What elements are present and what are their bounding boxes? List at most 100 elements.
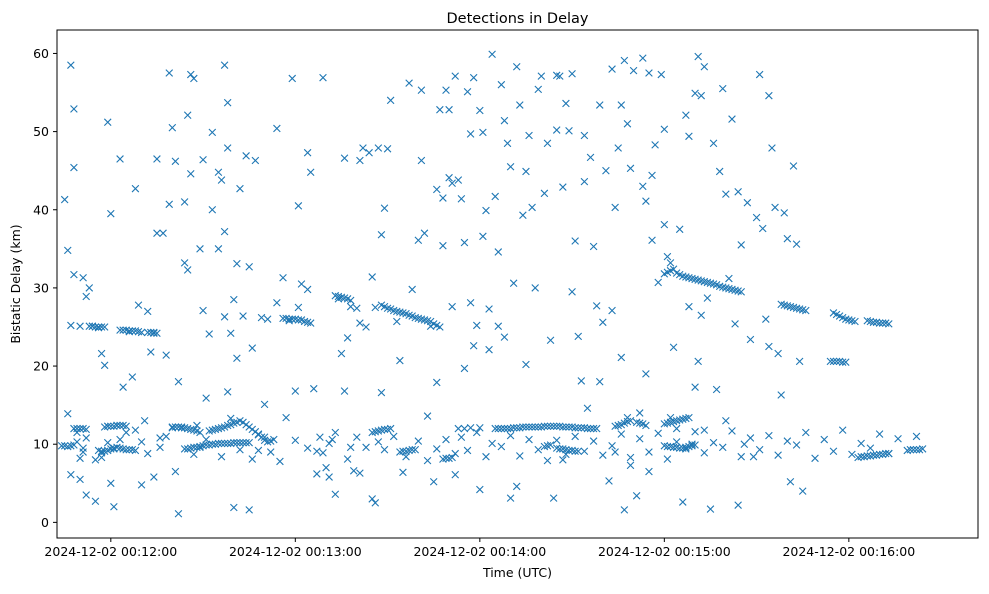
- data-point: [712, 385, 721, 394]
- data-point: [368, 273, 376, 281]
- data-point: [362, 443, 370, 452]
- data-point: [67, 321, 75, 330]
- data-point: [648, 236, 656, 245]
- data-point: [190, 443, 198, 452]
- data-point: [199, 306, 207, 315]
- data-point: [432, 185, 441, 194]
- data-point: [245, 263, 253, 271]
- data-point: [405, 79, 413, 87]
- data-point: [509, 279, 518, 288]
- data-point: [848, 450, 856, 459]
- data-point: [589, 437, 598, 445]
- data-point: [113, 421, 121, 430]
- chart-title: Detections in Delay: [446, 11, 588, 27]
- data-point: [417, 156, 426, 165]
- data-point: [642, 370, 650, 378]
- data-point: [571, 432, 579, 441]
- data-point: [645, 69, 653, 77]
- data-point: [288, 74, 297, 83]
- data-point: [488, 439, 496, 448]
- data-point: [626, 416, 635, 425]
- data-point: [374, 144, 383, 152]
- data-point: [885, 449, 893, 458]
- data-point: [718, 443, 727, 452]
- data-point: [534, 85, 543, 94]
- data-point: [150, 329, 158, 338]
- data-point: [589, 424, 598, 433]
- x-axis-ticks: 2024-12-02 00:12:00 2024-12-02 00:13:00 20…: [44, 538, 915, 559]
- data-point: [306, 319, 315, 327]
- data-point: [70, 441, 78, 449]
- data-point: [694, 52, 702, 61]
- axes-frame: [56, 29, 979, 539]
- y-tick-label: 30: [33, 280, 49, 295]
- data-point: [780, 209, 789, 217]
- data-point: [236, 184, 244, 193]
- data-point: [546, 441, 555, 449]
- x-tick-label: 2024-12-02 00:15:00: [598, 544, 731, 559]
- data-point: [85, 284, 94, 292]
- data-point: [611, 203, 619, 212]
- data-point: [396, 356, 404, 365]
- data-point: [531, 423, 539, 431]
- x-tick-label: 2024-12-02 00:16:00: [782, 544, 915, 559]
- data-point: [76, 475, 84, 484]
- data-point: [140, 416, 149, 425]
- y-tick-label: 0: [41, 515, 49, 530]
- data-point: [863, 452, 872, 460]
- data-point: [491, 192, 499, 201]
- data-point: [620, 56, 629, 65]
- data-point: [568, 288, 576, 296]
- data-point: [230, 295, 238, 304]
- data-point: [516, 101, 524, 109]
- data-point: [63, 246, 72, 255]
- data-point: [522, 423, 530, 431]
- data-point: [857, 452, 865, 461]
- data-point: [340, 387, 349, 395]
- data-point: [174, 509, 183, 518]
- data-point: [642, 197, 650, 205]
- data-point: [476, 424, 484, 432]
- data-point: [737, 452, 746, 461]
- data-point: [73, 424, 81, 433]
- data-point: [672, 438, 681, 446]
- data-point: [171, 423, 180, 431]
- data-point: [574, 424, 583, 432]
- data-point: [875, 430, 884, 438]
- data-point: [220, 227, 229, 236]
- data-point: [774, 349, 782, 358]
- data-point: [519, 211, 527, 220]
- data-point: [469, 341, 478, 350]
- data-point: [632, 492, 641, 500]
- data-point: [626, 461, 635, 470]
- data-point: [881, 449, 890, 458]
- data-point: [82, 425, 91, 434]
- data-point: [439, 241, 447, 250]
- data-point: [479, 128, 487, 137]
- data-point: [466, 298, 475, 307]
- data-point: [214, 168, 223, 177]
- data-point: [220, 61, 229, 69]
- data-point: [414, 437, 423, 445]
- data-point: [774, 451, 782, 459]
- data-point: [562, 99, 570, 108]
- data-point: [725, 274, 733, 283]
- data-point: [220, 313, 229, 321]
- data-point: [583, 424, 592, 433]
- data-point: [116, 326, 124, 334]
- data-point: [137, 481, 146, 489]
- data-point: [448, 179, 456, 187]
- data-point: [497, 424, 506, 433]
- data-point: [894, 434, 902, 443]
- data-point: [875, 319, 884, 327]
- data-point: [525, 131, 533, 140]
- data-point: [67, 470, 75, 479]
- data-point: [303, 285, 312, 294]
- data-point: [116, 155, 124, 163]
- data-point: [559, 456, 567, 464]
- data-point: [592, 424, 601, 433]
- data-point: [346, 443, 355, 452]
